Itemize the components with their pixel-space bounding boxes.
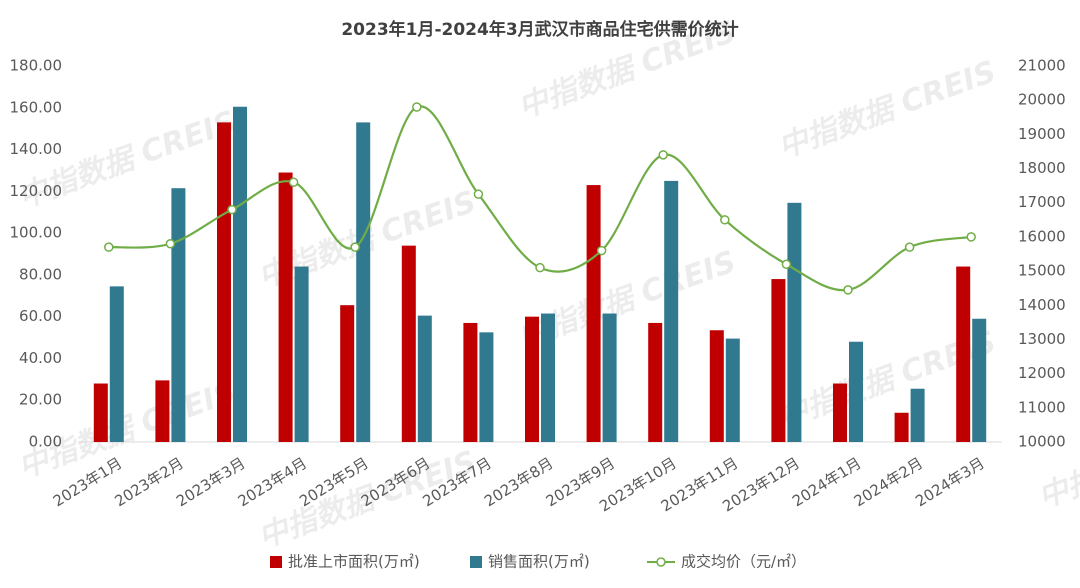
x-tick-label: 2023年4月 bbox=[235, 454, 310, 510]
x-tick-label: 2023年3月 bbox=[173, 454, 248, 510]
point bbox=[473, 189, 484, 199]
y2-tick-label: 12000 bbox=[1018, 364, 1066, 382]
bar bbox=[356, 122, 371, 443]
x-tick-label: 2023年8月 bbox=[481, 454, 556, 510]
chart-title: 2023年1月-2024年3月武汉市商品住宅供需价统计 bbox=[341, 19, 738, 40]
bar bbox=[217, 122, 231, 443]
legend-label: 批准上市面积(万㎡) bbox=[288, 553, 420, 571]
point bbox=[596, 245, 607, 256]
bar bbox=[155, 380, 170, 442]
y-tick-label: 40.00 bbox=[19, 349, 62, 367]
bar bbox=[833, 383, 847, 442]
bar bbox=[849, 341, 863, 442]
y2-tick-label: 19000 bbox=[1018, 125, 1066, 143]
legend-label: 销售面积(万㎡) bbox=[488, 553, 590, 571]
bar bbox=[463, 322, 478, 442]
bar bbox=[648, 322, 663, 442]
point bbox=[781, 259, 792, 270]
y-tick-label: 20.00 bbox=[19, 391, 62, 409]
point bbox=[720, 215, 730, 225]
bar bbox=[586, 185, 601, 443]
line bbox=[108, 105, 972, 292]
y-tick-label: 60.00 bbox=[19, 307, 62, 325]
y2-tick-label: 21000 bbox=[1018, 57, 1066, 75]
y-tick-label: 80.00 bbox=[19, 265, 62, 283]
bar bbox=[541, 313, 555, 442]
point bbox=[412, 102, 422, 112]
bar bbox=[787, 202, 802, 442]
bar bbox=[910, 388, 925, 442]
bar bbox=[709, 330, 724, 442]
y2-tick-label: 14000 bbox=[1018, 296, 1066, 314]
y-tick-label: 160.00 bbox=[10, 98, 63, 116]
legend-swatch bbox=[470, 556, 482, 568]
point bbox=[966, 232, 976, 242]
legend-swatch bbox=[270, 556, 282, 568]
y2-tick-label: 13000 bbox=[1018, 330, 1066, 348]
bar bbox=[93, 383, 108, 442]
bar bbox=[602, 313, 617, 442]
legend-label: 成交均价（元/㎡） bbox=[681, 553, 806, 571]
point bbox=[350, 242, 360, 252]
point bbox=[658, 150, 668, 160]
legend-swatch bbox=[656, 557, 666, 567]
x-tick-label: 2024年3月 bbox=[912, 454, 987, 510]
y2-tick-label: 17000 bbox=[1018, 193, 1066, 211]
bar bbox=[956, 266, 971, 442]
y-tick-label: 120.00 bbox=[10, 182, 63, 200]
point bbox=[288, 177, 299, 187]
x-tick-label: 2023年2月 bbox=[111, 454, 186, 510]
point bbox=[535, 262, 545, 273]
bar bbox=[972, 318, 987, 442]
y-tick-label: 0.00 bbox=[29, 433, 62, 451]
point bbox=[104, 242, 114, 252]
y-tick-label: 140.00 bbox=[10, 140, 63, 158]
bar bbox=[340, 305, 355, 442]
y2-tick-label: 20000 bbox=[1018, 91, 1066, 109]
y-tick-label: 180.00 bbox=[10, 57, 63, 75]
y2-tick-label: 15000 bbox=[1018, 262, 1066, 280]
y2-tick-label: 10000 bbox=[1018, 433, 1066, 451]
y2-tick-label: 11000 bbox=[1018, 398, 1066, 416]
watermark: 中指数据 CREIS bbox=[774, 54, 1001, 165]
x-tick-label: 2024年2月 bbox=[851, 454, 926, 510]
bar bbox=[894, 412, 909, 442]
bar bbox=[664, 180, 679, 442]
point bbox=[165, 238, 176, 249]
bar bbox=[401, 245, 416, 442]
point bbox=[843, 285, 853, 295]
bar bbox=[233, 106, 247, 442]
bar bbox=[479, 332, 494, 442]
y2-tick-label: 16000 bbox=[1018, 227, 1066, 245]
bar bbox=[109, 286, 124, 442]
bar bbox=[525, 316, 539, 442]
bar bbox=[294, 266, 309, 442]
bar bbox=[278, 172, 293, 443]
x-tick-label: 2024年1月 bbox=[789, 454, 864, 510]
watermark: 中指数据 CREIS bbox=[1034, 404, 1080, 515]
y2-tick-label: 18000 bbox=[1018, 159, 1066, 177]
bar bbox=[417, 315, 432, 442]
point bbox=[227, 204, 237, 215]
bar bbox=[771, 279, 786, 442]
point bbox=[904, 242, 915, 252]
bar bbox=[171, 188, 186, 442]
bar bbox=[725, 338, 740, 442]
y-tick-label: 100.00 bbox=[10, 224, 63, 242]
